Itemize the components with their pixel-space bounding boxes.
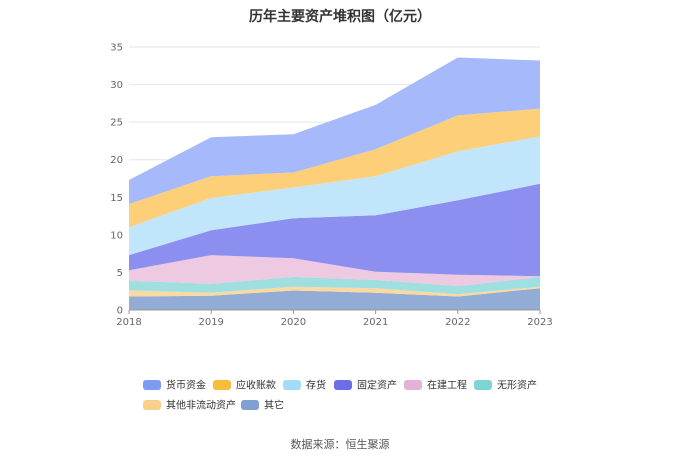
- legend-item: 无形资产: [474, 379, 537, 392]
- x-axis: 2018 2019 2020 2021 2022 2023: [116, 309, 553, 328]
- area-series: [129, 57, 540, 310]
- area-在建工程: [129, 255, 540, 286]
- legend-swatch: [404, 380, 422, 390]
- area-其他非流动资产: [129, 286, 540, 297]
- y-tick-label: 35: [110, 43, 123, 54]
- legend-item: 在建工程: [404, 379, 467, 392]
- legend-item: 固定资产: [334, 379, 397, 392]
- legend-swatch: [241, 400, 259, 410]
- legend-label: 固定资产: [357, 379, 397, 392]
- y-tick-label: 10: [110, 230, 123, 241]
- chart-title: 历年主要资产堆积图（亿元）: [249, 9, 431, 25]
- y-tick-label: 15: [110, 193, 123, 204]
- legend-swatch: [474, 380, 492, 390]
- legend-swatch: [334, 380, 352, 390]
- legend-swatch: [143, 380, 161, 390]
- legend-swatch: [143, 400, 161, 410]
- area-货币资金: [129, 57, 540, 204]
- legend-label: 应收账款: [236, 379, 276, 392]
- y-tick-label: 30: [110, 80, 123, 91]
- legend-item: 应收账款: [213, 379, 276, 392]
- x-tick-label: 2020: [281, 317, 306, 328]
- legend-label: 无形资产: [497, 379, 537, 392]
- legend-item: 存货: [283, 379, 326, 392]
- x-tick-label: 2019: [198, 317, 223, 328]
- legend-swatch: [283, 380, 301, 390]
- legend-item: 其他非流动资产: [143, 399, 236, 412]
- x-tick-label: 2018: [116, 317, 141, 328]
- y-axis: 0 5 10 15 20 25 30 35: [110, 43, 123, 317]
- legend-item: 其它: [241, 399, 284, 412]
- legend-label: 货币资金: [166, 379, 206, 392]
- y-tick-label: 0: [117, 306, 123, 317]
- x-tick-label: 2021: [363, 317, 388, 328]
- x-tick-label: 2023: [527, 317, 552, 328]
- legend-swatch: [213, 380, 231, 390]
- data-source-note: 数据来源：恒生聚源: [290, 438, 390, 451]
- x-tick-label: 2022: [445, 317, 470, 328]
- legend-label: 在建工程: [427, 379, 467, 392]
- area-存货: [129, 136, 540, 256]
- legend-label: 其它: [264, 399, 284, 412]
- area-无形资产: [129, 276, 540, 295]
- legend-label: 存货: [306, 379, 326, 392]
- y-tick-label: 25: [110, 118, 123, 129]
- legend-label: 其他非流动资产: [166, 399, 236, 412]
- y-tick-label: 5: [117, 268, 123, 279]
- area-其它: [129, 288, 540, 310]
- legend-item: 货币资金: [143, 379, 206, 392]
- area-固定资产: [129, 183, 540, 277]
- area-应收账款: [129, 108, 540, 228]
- y-tick-label: 20: [110, 155, 123, 166]
